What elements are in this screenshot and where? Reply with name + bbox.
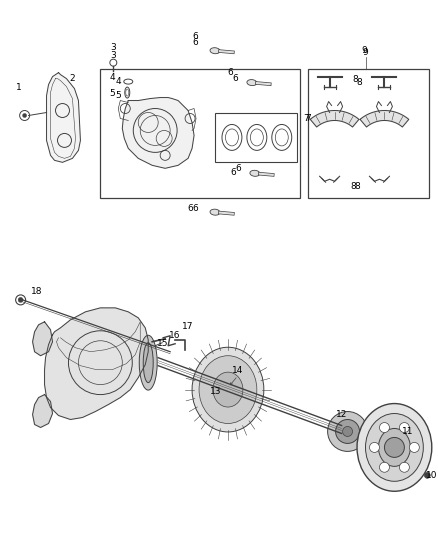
- Text: 12: 12: [336, 410, 347, 419]
- Text: 6: 6: [192, 204, 198, 213]
- Text: 2: 2: [70, 74, 75, 83]
- Text: 6: 6: [230, 168, 236, 177]
- Circle shape: [370, 442, 379, 453]
- Ellipse shape: [378, 429, 410, 466]
- Text: 8: 8: [355, 182, 360, 191]
- Ellipse shape: [210, 209, 220, 215]
- Circle shape: [379, 462, 389, 472]
- Polygon shape: [46, 72, 81, 163]
- Text: 10: 10: [426, 471, 437, 480]
- Ellipse shape: [143, 343, 153, 383]
- Text: 6: 6: [235, 164, 241, 173]
- Text: 14: 14: [232, 366, 244, 375]
- Text: 18: 18: [31, 287, 42, 296]
- Circle shape: [328, 411, 367, 451]
- Text: 7: 7: [305, 114, 311, 123]
- Circle shape: [399, 462, 410, 472]
- Text: 9: 9: [362, 46, 367, 55]
- Ellipse shape: [199, 356, 257, 424]
- Bar: [215, 112, 297, 163]
- Text: 6: 6: [227, 68, 233, 77]
- Ellipse shape: [139, 335, 157, 390]
- Circle shape: [18, 297, 23, 302]
- Text: 13: 13: [210, 387, 222, 396]
- Ellipse shape: [365, 414, 423, 481]
- Text: 6: 6: [192, 38, 198, 47]
- Text: 16: 16: [170, 332, 181, 340]
- Text: 15: 15: [157, 339, 169, 348]
- Text: 3: 3: [110, 51, 116, 60]
- Circle shape: [410, 442, 419, 453]
- Text: 6: 6: [232, 74, 238, 83]
- Ellipse shape: [357, 403, 432, 491]
- Polygon shape: [32, 394, 53, 427]
- Ellipse shape: [247, 79, 257, 86]
- Text: 6: 6: [187, 204, 193, 213]
- Bar: [100, 69, 300, 198]
- Text: 5: 5: [110, 89, 115, 98]
- Bar: [307, 69, 429, 198]
- Text: 5: 5: [116, 91, 121, 100]
- Text: 3: 3: [110, 43, 116, 52]
- Text: 8: 8: [351, 182, 357, 191]
- Text: 9: 9: [363, 48, 368, 57]
- Polygon shape: [122, 98, 194, 168]
- Ellipse shape: [250, 171, 260, 176]
- Circle shape: [385, 438, 404, 457]
- Polygon shape: [310, 110, 359, 127]
- Ellipse shape: [213, 372, 243, 407]
- Circle shape: [23, 114, 27, 117]
- Text: 11: 11: [402, 427, 413, 436]
- Circle shape: [343, 426, 353, 437]
- Text: 1: 1: [16, 83, 21, 92]
- Ellipse shape: [210, 47, 220, 54]
- Polygon shape: [360, 110, 409, 127]
- Text: 7: 7: [303, 114, 309, 123]
- Polygon shape: [45, 308, 148, 419]
- Text: 8: 8: [353, 75, 358, 84]
- Polygon shape: [32, 322, 53, 356]
- Circle shape: [336, 419, 360, 443]
- Circle shape: [379, 423, 389, 433]
- Text: 4: 4: [116, 77, 121, 86]
- Text: 17: 17: [182, 322, 194, 332]
- Ellipse shape: [192, 347, 264, 432]
- Circle shape: [399, 423, 410, 433]
- Text: 4: 4: [110, 73, 115, 82]
- Circle shape: [424, 472, 430, 478]
- Text: 8: 8: [357, 78, 362, 87]
- Text: 6: 6: [192, 33, 198, 41]
